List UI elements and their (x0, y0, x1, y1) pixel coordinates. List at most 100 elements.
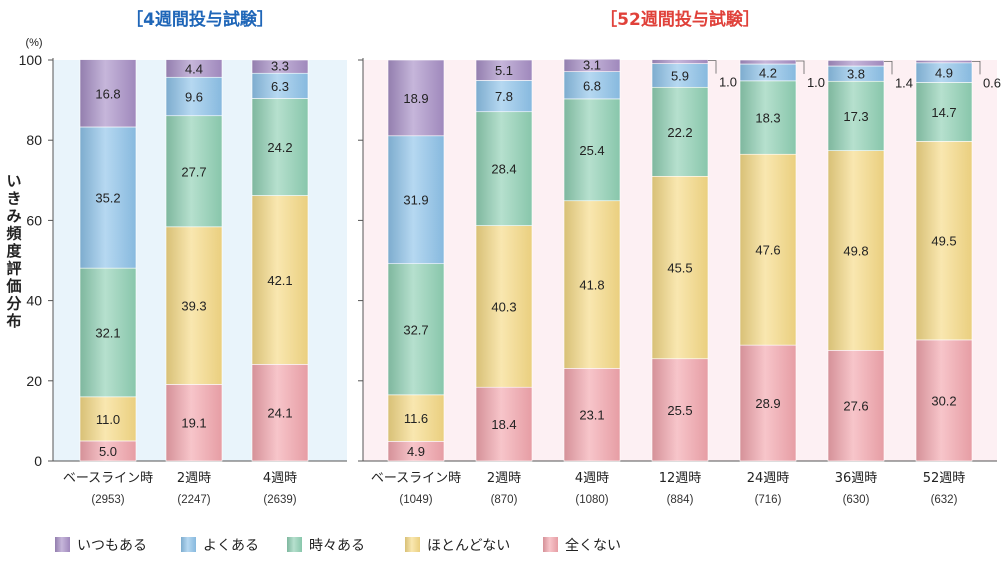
sample-size-label: (1049) (399, 494, 432, 506)
data-label: 23.1 (579, 408, 604, 423)
data-label: 17.3 (843, 109, 868, 124)
y-tick-label: 40 (26, 293, 42, 309)
bar-segment (827, 150, 885, 351)
data-label: 5.0 (99, 444, 117, 459)
y-axis-unit: (%) (25, 37, 42, 49)
bar-segment (475, 386, 533, 462)
bar-segment (827, 350, 885, 462)
data-label: 31.9 (403, 193, 428, 208)
data-label: 5.1 (495, 63, 513, 78)
data-label: 27.7 (181, 164, 206, 179)
x-tick-label: 4週時 (575, 471, 609, 486)
sample-size-label: (2953) (91, 494, 124, 506)
y-axis-label-char: 布 (6, 312, 21, 330)
y-axis-label-char: 価 (5, 277, 21, 295)
bar-segment (165, 384, 223, 462)
data-label: 22.2 (667, 125, 692, 140)
x-tick-label: 4週時 (263, 471, 297, 486)
bar-segment (739, 59, 797, 65)
data-label: 16.8 (95, 86, 120, 101)
x-tick-label: 2週時 (177, 471, 211, 486)
data-label: 25.4 (579, 143, 604, 158)
y-axis-label-char: 頻 (6, 225, 21, 243)
bar-segment (651, 86, 709, 177)
bar-segment (79, 126, 137, 269)
data-label: 24.2 (267, 140, 292, 155)
sample-size-label: (630) (843, 494, 870, 506)
data-label: 19.1 (181, 416, 206, 431)
x-tick-label: 2週時 (487, 471, 521, 486)
sample-size-label: (1080) (575, 494, 608, 506)
data-label: 4.2 (759, 65, 777, 80)
y-axis-label-char: 分 (6, 295, 21, 313)
bar-segment (79, 267, 137, 398)
bar-segment (563, 200, 621, 369)
legend-swatch (181, 537, 196, 552)
data-label: 27.6 (843, 399, 868, 414)
data-label: 42.1 (267, 273, 292, 288)
x-tick-label: 12週時 (659, 471, 702, 486)
y-axis-label-char: い (6, 172, 21, 190)
bar-segment (563, 368, 621, 462)
bar-segment (651, 59, 709, 64)
data-label: 32.1 (95, 325, 120, 340)
sample-size-label: (2247) (177, 494, 210, 506)
bar-segment (563, 58, 621, 72)
callout-line (796, 60, 805, 74)
bar-segment (739, 153, 797, 346)
bar-segment (387, 263, 445, 396)
data-label: 40.3 (491, 299, 516, 314)
legend-label: ほとんどない (427, 538, 510, 554)
data-label: 3.8 (847, 67, 865, 82)
data-label: 14.7 (931, 105, 956, 120)
bar-segment (475, 111, 533, 226)
bar-segment (563, 98, 621, 202)
data-label: 49.8 (843, 243, 868, 258)
data-label: 35.2 (95, 191, 120, 206)
data-label: 45.5 (667, 261, 692, 276)
bar-segment (651, 175, 709, 360)
legend-swatch (55, 537, 70, 552)
data-label: 30.2 (931, 393, 956, 408)
data-label: 1.0 (719, 75, 737, 90)
panel-title: ［52週間投与試験］ (600, 9, 760, 30)
legend-label: 全くない (565, 537, 621, 554)
data-label: 49.5 (931, 234, 956, 249)
data-label: 11.6 (404, 411, 428, 426)
legend-label: よくある (203, 538, 259, 554)
bar-segment (915, 60, 973, 64)
bar-segment (165, 76, 223, 117)
data-label: 7.8 (495, 89, 513, 104)
data-label: 1.4 (895, 75, 913, 90)
bar-segment (165, 59, 223, 78)
data-label: 4.9 (935, 66, 953, 81)
bar-segment (475, 59, 533, 81)
callout-line (884, 61, 893, 75)
callout-line (708, 60, 717, 74)
data-label: 32.7 (403, 322, 428, 337)
y-axis-label-char: み (6, 207, 21, 225)
bar-segment (827, 80, 885, 151)
data-label: 11.0 (96, 412, 120, 427)
bar-segment (827, 60, 885, 67)
bar-segment (251, 72, 309, 99)
data-label: 28.4 (491, 162, 516, 177)
y-tick-label: 60 (26, 212, 42, 228)
data-label: 39.3 (181, 299, 206, 314)
bar-segment (915, 82, 973, 142)
y-tick-label: 80 (26, 132, 42, 148)
sample-size-label: (884) (667, 494, 694, 506)
bar-segment (387, 59, 445, 137)
y-tick-label: 20 (26, 373, 42, 389)
bar-segment (165, 115, 223, 228)
bar-segment (475, 80, 533, 113)
data-label: 47.6 (755, 243, 780, 258)
legend-swatch (287, 537, 302, 552)
bar-segment (915, 141, 973, 341)
x-tick-label: 24週時 (747, 471, 790, 486)
bar-segment (251, 364, 309, 462)
bar-segment (79, 59, 137, 128)
x-tick-label: 52週時 (923, 471, 966, 486)
bar-segment (251, 195, 309, 365)
